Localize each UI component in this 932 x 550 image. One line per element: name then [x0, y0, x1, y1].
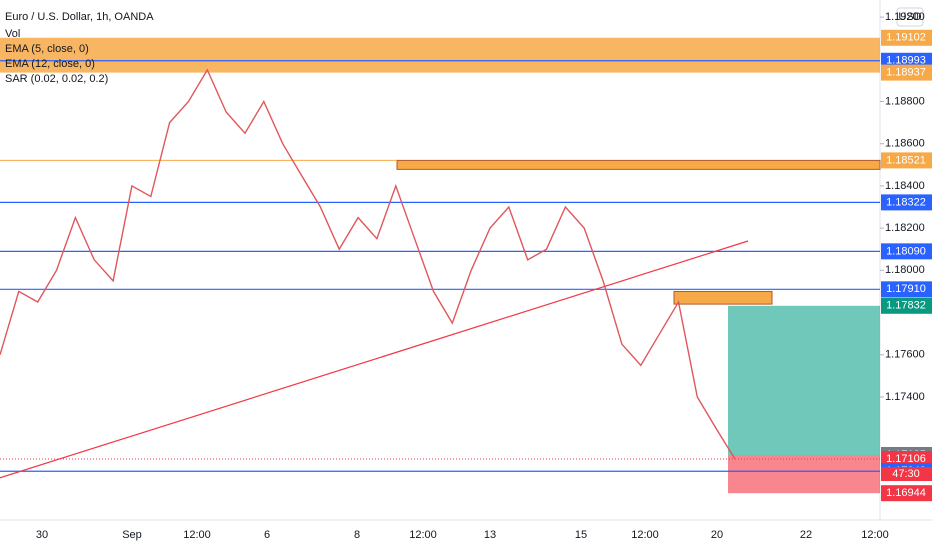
price-tag: [881, 152, 932, 169]
trendline: [0, 240, 749, 479]
y-tick-label: 1.18600: [885, 138, 925, 150]
price-tag-label: 1.17832: [886, 300, 926, 312]
x-tick-label: 20: [711, 529, 723, 541]
y-tick-label: 1.18200: [885, 222, 925, 234]
indicator-label: EMA (5, close, 0): [5, 43, 89, 55]
x-tick-label: 12:00: [183, 529, 211, 541]
price-tag-label: 1.18521: [886, 154, 926, 166]
indicator-label: SAR (0.02, 0.02, 0.2): [5, 73, 108, 85]
y-tick-label: 1.19200: [885, 11, 925, 23]
stop-zone: [728, 455, 880, 494]
x-tick-label: Sep: [122, 529, 142, 541]
x-tick-label: 22: [800, 529, 812, 541]
price-tag-label: 1.19102: [886, 32, 926, 44]
marks: [0, 16, 884, 494]
price-line: [0, 68, 736, 460]
price-tag-label: 1.18322: [886, 196, 926, 208]
x-tick-label: 13: [484, 529, 496, 541]
price-tag-label: 1.18090: [886, 245, 926, 257]
y-tick-label: 1.18400: [885, 180, 925, 192]
price-tag-label: 1.16944: [886, 487, 926, 499]
x-tick-label: 12:00: [631, 529, 659, 541]
indicator-label: Vol: [5, 28, 20, 40]
x-tick-label: 12:00: [409, 529, 437, 541]
countdown: 47:30: [892, 468, 920, 480]
price-tag: [881, 29, 932, 46]
profit-zone: [728, 305, 880, 455]
price-tag: [881, 451, 932, 468]
resistance-zone: [396, 159, 881, 170]
price-tag-label: 1.17106: [886, 453, 926, 465]
currency-button[interactable]: [896, 7, 924, 27]
price-tag-label: 1.18937: [886, 67, 926, 79]
price-tag: [881, 297, 932, 314]
resistance-zone: [673, 290, 773, 305]
price-tag: [881, 243, 932, 260]
chart-title: Euro / U.S. Dollar, 1h, OANDA: [5, 11, 154, 23]
price-tag: [881, 64, 932, 81]
x-tick-label: 30: [36, 529, 48, 541]
countdown-tag: [881, 467, 932, 482]
x-tick-label: 15: [575, 529, 587, 541]
x-tick-label: 6: [264, 529, 270, 541]
x-tick-label: 8: [354, 529, 360, 541]
resistance-band: [0, 37, 880, 73]
y-tick-label: 1.18800: [885, 95, 925, 107]
price-tag-label: 1.18993: [886, 55, 926, 67]
price-tag: [881, 281, 932, 298]
indicator-label: EMA (12, close, 0): [5, 58, 95, 70]
price-tag: [881, 485, 932, 502]
y-tick-label: 1.18000: [885, 264, 925, 276]
price-tag: [881, 194, 932, 211]
y-tick-label: 1.17400: [885, 391, 925, 403]
x-tick-label: 12:00: [861, 529, 889, 541]
y-tick-label: 1.17600: [885, 349, 925, 361]
price-tag-label: 1.17910: [886, 283, 926, 295]
currency[interactable]: USD: [898, 11, 921, 23]
labels: Euro / U.S. Dollar, 1h, OANDA USD Vol EMA…: [5, 7, 932, 541]
